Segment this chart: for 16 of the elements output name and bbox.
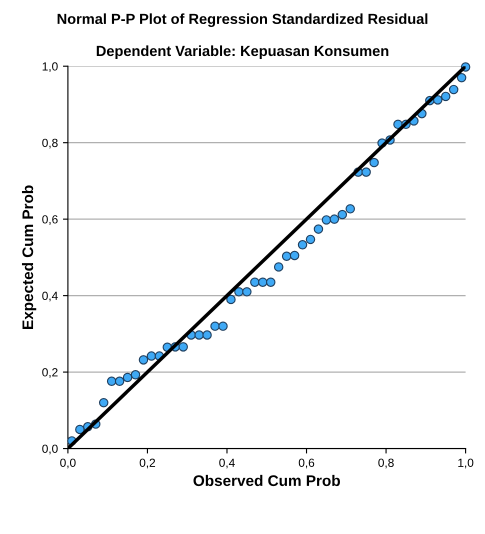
y-axis-title: Expected Cum Prob	[22, 185, 36, 329]
y-tick-label: 0,2	[42, 368, 58, 378]
x-tick-label: 0,6	[298, 458, 314, 468]
y-tick-label: 1,0	[42, 62, 58, 72]
chart-subtitle: Dependent Variable: Kepuasan Konsumen	[96, 45, 388, 59]
y-tick-label: 0,8	[42, 138, 58, 148]
y-tick-label: 0,6	[42, 215, 58, 225]
y-tick-label: 0,0	[42, 444, 58, 454]
chart-title: Normal P-P Plot of Regression Standardized Residual	[58, 13, 428, 28]
x-tick-label: 0,4	[219, 458, 235, 468]
x-tick-label: 0,2	[140, 458, 156, 468]
x-axis-title: Observed Cum Prob	[194, 474, 340, 486]
x-tick-label: 0,8	[378, 458, 394, 468]
y-tick-label: 0,4	[42, 292, 58, 302]
x-tick-label: 1,0	[458, 458, 474, 468]
x-tick-label: 0,0	[60, 458, 76, 468]
